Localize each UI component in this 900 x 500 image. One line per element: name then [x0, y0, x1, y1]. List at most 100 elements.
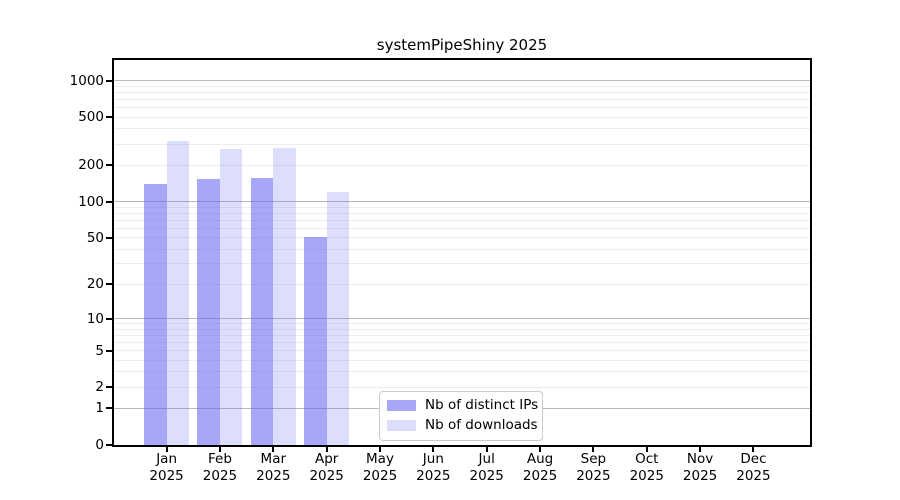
- y-tick-mark: [106, 116, 112, 119]
- x-tick-month: Jul: [478, 451, 495, 467]
- bar-distinct-ips: [197, 178, 220, 445]
- x-tick-mark: [272, 447, 275, 452]
- bar-downloads: [326, 191, 350, 445]
- y-tick-label: 200: [78, 157, 104, 174]
- legend-item: Nb of distinct IPs: [387, 397, 538, 414]
- x-tick-mark: [432, 447, 435, 452]
- x-tick-year: 2025: [629, 468, 664, 484]
- x-tick-label: Jul 2025: [447, 451, 527, 485]
- x-tick-month: Apr: [314, 451, 339, 467]
- x-tick-mark: [485, 447, 488, 452]
- minor-gridline: [114, 91, 810, 93]
- minor-gridline: [114, 206, 810, 208]
- x-tick-mark: [325, 447, 328, 452]
- minor-gridline: [114, 212, 810, 214]
- y-tick-label: 2: [95, 379, 104, 396]
- bar-downloads: [273, 147, 296, 445]
- major-gridline: [114, 201, 810, 203]
- minor-gridline: [114, 237, 810, 239]
- x-tick-label: Apr 2025: [287, 451, 367, 485]
- minor-gridline: [114, 386, 810, 388]
- x-tick-month: Oct: [635, 451, 659, 467]
- x-tick-mark: [752, 447, 755, 452]
- y-tick-mark: [106, 200, 112, 203]
- x-tick-month: May: [366, 451, 394, 467]
- y-tick-mark: [106, 164, 112, 167]
- x-tick-year: 2025: [149, 468, 184, 484]
- x-tick-label: Oct 2025: [607, 451, 687, 485]
- y-tick-mark: [106, 283, 112, 286]
- y-tick-label: 50: [86, 229, 104, 246]
- y-tick-mark: [106, 236, 112, 239]
- chart-title: systemPipeShiny 2025: [376, 36, 548, 54]
- minor-gridline: [114, 227, 810, 229]
- legend-label: Nb of distinct IPs: [425, 397, 539, 413]
- y-tick-mark: [106, 79, 112, 82]
- x-tick-month: Feb: [207, 451, 232, 467]
- x-tick-year: 2025: [309, 468, 344, 484]
- x-tick-label: Jan 2025: [127, 451, 207, 485]
- x-tick-month: Jan: [156, 451, 177, 467]
- x-tick-label: Aug 2025: [500, 451, 580, 485]
- x-tick-mark: [539, 447, 542, 452]
- minor-gridline: [114, 371, 810, 373]
- x-tick-label: Mar 2025: [233, 451, 313, 485]
- legend: Nb of distinct IPs Nb of downloads: [379, 391, 543, 441]
- minor-gridline: [114, 263, 810, 265]
- x-tick-mark: [592, 447, 595, 452]
- x-tick-year: 2025: [469, 468, 504, 484]
- legend-item: Nb of downloads: [387, 417, 538, 434]
- x-tick-month: Dec: [740, 451, 767, 467]
- x-tick-month: Jun: [422, 451, 444, 467]
- minor-gridline: [114, 248, 810, 250]
- minor-gridline: [114, 323, 810, 325]
- minor-gridline: [114, 341, 810, 343]
- bar-downloads: [166, 141, 190, 445]
- x-tick-mark: [699, 447, 702, 452]
- x-tick-mark: [379, 447, 381, 452]
- legend-label: Nb of downloads: [425, 417, 538, 433]
- minor-gridline: [114, 164, 810, 166]
- bar-distinct-ips: [144, 184, 167, 445]
- y-tick-label: 0: [95, 437, 104, 453]
- y-tick-label: 100: [78, 193, 104, 210]
- bar-distinct-ips: [304, 236, 327, 445]
- minor-gridline: [114, 99, 810, 101]
- y-tick-mark: [106, 317, 112, 320]
- minor-gridline: [114, 328, 810, 330]
- x-tick-mark: [165, 447, 168, 452]
- y-tick-label: 1000: [69, 72, 104, 89]
- legend-swatch: [387, 420, 416, 431]
- bar-downloads: [219, 148, 243, 445]
- x-tick-label: May 2025: [340, 451, 420, 485]
- y-tick-mark: [106, 407, 112, 410]
- plot-area: [112, 58, 812, 447]
- x-tick-label: Dec 2025: [713, 451, 793, 485]
- y-tick-label: 500: [78, 109, 104, 126]
- legend-swatch: [387, 400, 416, 411]
- minor-gridline: [114, 143, 810, 145]
- y-tick-label: 10: [86, 310, 104, 327]
- x-tick-year: 2025: [522, 468, 558, 484]
- y-tick-label: 5: [95, 342, 104, 359]
- x-tick-year: 2025: [682, 468, 718, 484]
- bar-distinct-ips: [250, 177, 274, 445]
- x-tick-month: Sep: [580, 451, 607, 467]
- minor-gridline: [114, 85, 810, 87]
- minor-gridline: [114, 334, 810, 336]
- x-tick-mark: [218, 447, 221, 452]
- major-gridline: [114, 318, 810, 320]
- major-gridline: [114, 80, 810, 82]
- x-tick-year: 2025: [202, 468, 238, 484]
- x-tick-label: Jun 2025: [393, 451, 473, 485]
- x-tick-year: 2025: [362, 468, 398, 484]
- minor-gridline: [114, 283, 810, 285]
- minor-gridline: [114, 359, 810, 361]
- x-tick-year: 2025: [416, 468, 451, 484]
- x-tick-label: Feb 2025: [180, 451, 260, 485]
- x-tick-mark: [645, 447, 648, 452]
- x-tick-label: Sep 2025: [553, 451, 633, 485]
- y-tick-mark: [106, 444, 112, 446]
- x-tick-month: Nov: [686, 451, 714, 467]
